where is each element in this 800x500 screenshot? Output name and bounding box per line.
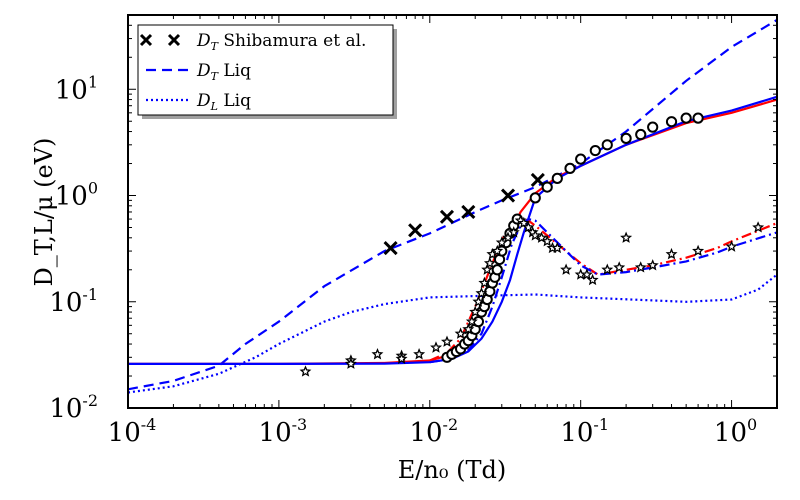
marker-star-point	[507, 226, 520, 238]
marker-star-point	[462, 322, 475, 335]
y-tick-label: 101	[55, 72, 98, 105]
legend-x-marker	[139, 33, 153, 47]
marker-star-point	[517, 216, 530, 229]
marker-x-stroke	[500, 188, 516, 203]
x-axis-title: E/n₀ (Td)	[398, 456, 506, 484]
marker-star-point	[601, 263, 614, 275]
marker-star-point	[478, 276, 491, 289]
y-tick-label: 10-1	[49, 285, 98, 318]
y-tick-label: 10-2	[49, 391, 98, 424]
marker-circle-point	[491, 264, 503, 276]
marker-x-point	[439, 209, 455, 224]
marker-star-point	[413, 348, 426, 360]
marker-circle-point	[680, 112, 692, 124]
tick-layer	[127, 14, 778, 409]
marker-circle-point	[589, 144, 601, 157]
marker-circle-point	[620, 132, 632, 144]
marker-x-point	[530, 172, 545, 188]
marker-x-stroke	[383, 241, 398, 256]
x-tick-label: 10-4	[108, 415, 157, 448]
marker-star-point	[613, 261, 626, 273]
marker-star-point	[551, 241, 564, 254]
x-tick-label: 100	[714, 415, 757, 448]
series-line-1	[127, 273, 778, 394]
tick-label-layer: 10-4 10-3 10-2 10-1 100 10-2 10-1 100 101	[49, 72, 757, 448]
legend: DT Shibamura et al. DT Liq DL Liq	[137, 24, 397, 119]
x-tick-label: 10-2	[409, 415, 458, 448]
marker-star-point	[454, 327, 467, 339]
x-tick-label: 10-1	[560, 415, 609, 448]
marker-circle-point	[692, 112, 704, 124]
marker-star-point	[483, 257, 496, 269]
x-tick-label: 10-3	[259, 415, 308, 448]
series-line-5	[429, 217, 778, 364]
legend-x-stroke	[167, 33, 181, 47]
marker-star-point	[522, 221, 535, 233]
marker-circle-point	[529, 192, 541, 204]
marker-star-point	[580, 268, 593, 280]
marker-star-point	[472, 295, 485, 307]
marker-x-point	[408, 223, 423, 238]
marker-circle-point	[601, 139, 613, 151]
marker-star-point	[692, 244, 705, 257]
series-line-2	[128, 98, 778, 365]
marker-star-point	[634, 261, 647, 273]
marker-star-point	[665, 247, 678, 260]
marker-circle-point	[635, 128, 647, 141]
marker-circle-point	[665, 116, 678, 128]
marker-circle-point	[564, 162, 576, 174]
marker-star-point	[430, 341, 443, 353]
marker-star-point	[371, 348, 384, 360]
marker-star-point	[586, 273, 599, 286]
legend-label: DT Liq	[196, 61, 251, 83]
marker-star-point	[465, 315, 478, 327]
y-tick-label: 100	[55, 179, 98, 212]
marker-star-point	[491, 244, 504, 257]
marker-star-point	[541, 235, 554, 247]
marker-circle-point	[575, 153, 587, 165]
marker-star-point	[299, 365, 312, 377]
legend-entries: DT Shibamura et al. DT Liq DL Liq	[139, 31, 366, 113]
y-axis-title: D_T,L/μ (eV)	[30, 138, 58, 287]
legend-label: DT Shibamura et al.	[196, 31, 366, 53]
marker-circle-point	[647, 121, 659, 133]
marker-x-stroke	[439, 209, 455, 224]
legend-x-stroke	[139, 33, 153, 47]
marker-star-point	[344, 357, 357, 369]
marker-x-point	[383, 241, 398, 256]
marker-star-point	[560, 263, 573, 275]
marker-x-point	[500, 188, 516, 203]
marker-circle-point	[551, 172, 563, 184]
marker-x-stroke	[408, 223, 423, 238]
marker-star-point	[646, 259, 659, 271]
marker-star-point	[395, 352, 408, 365]
marker-star-point	[475, 287, 488, 299]
legend-x-marker	[167, 33, 181, 47]
marker-star-point	[620, 231, 633, 243]
marker-x-stroke	[530, 172, 545, 188]
marker-star-point	[752, 221, 765, 233]
marker-star-point	[481, 263, 494, 275]
marker-layer	[299, 112, 765, 377]
marker-x-stroke	[461, 204, 476, 220]
legend-label: DL Liq	[196, 91, 251, 113]
marker-star-point	[469, 305, 482, 318]
marker-star-point	[725, 240, 738, 252]
series-line-3	[128, 95, 778, 365]
marker-star-point	[440, 335, 454, 347]
marker-circle-point	[541, 181, 553, 193]
marker-x-point	[461, 204, 476, 220]
